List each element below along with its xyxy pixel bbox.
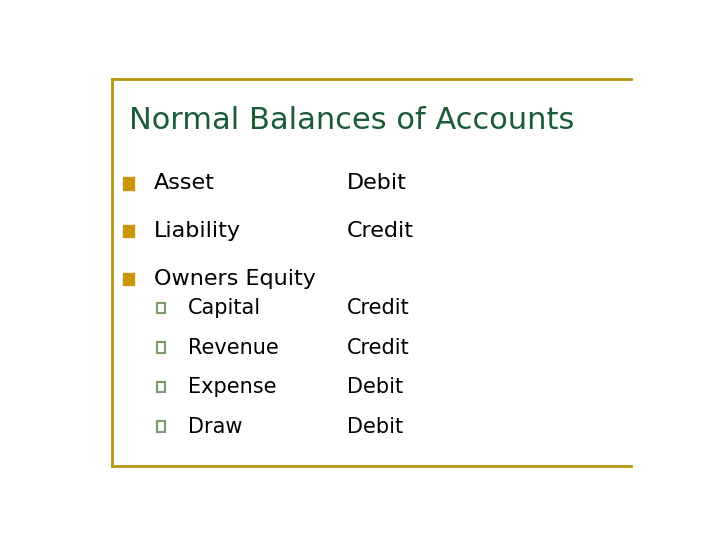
- Text: Revenue: Revenue: [188, 338, 279, 357]
- FancyBboxPatch shape: [157, 382, 166, 392]
- Text: Debit: Debit: [347, 416, 402, 436]
- Text: Credit: Credit: [347, 338, 410, 357]
- Text: Draw: Draw: [188, 416, 242, 436]
- FancyBboxPatch shape: [124, 225, 133, 238]
- Text: Credit: Credit: [347, 221, 414, 241]
- FancyBboxPatch shape: [157, 421, 166, 432]
- FancyBboxPatch shape: [157, 303, 166, 313]
- Text: Debit: Debit: [347, 377, 402, 397]
- Text: Credit: Credit: [347, 298, 410, 318]
- Text: Expense: Expense: [188, 377, 276, 397]
- Text: Debit: Debit: [347, 173, 407, 193]
- Text: Asset: Asset: [154, 173, 215, 193]
- FancyBboxPatch shape: [157, 342, 166, 353]
- Text: Owners Equity: Owners Equity: [154, 269, 316, 289]
- Text: Liability: Liability: [154, 221, 241, 241]
- Text: Normal Balances of Accounts: Normal Balances of Accounts: [129, 106, 575, 136]
- FancyBboxPatch shape: [124, 177, 133, 190]
- Text: Capital: Capital: [188, 298, 261, 318]
- FancyBboxPatch shape: [124, 273, 133, 285]
